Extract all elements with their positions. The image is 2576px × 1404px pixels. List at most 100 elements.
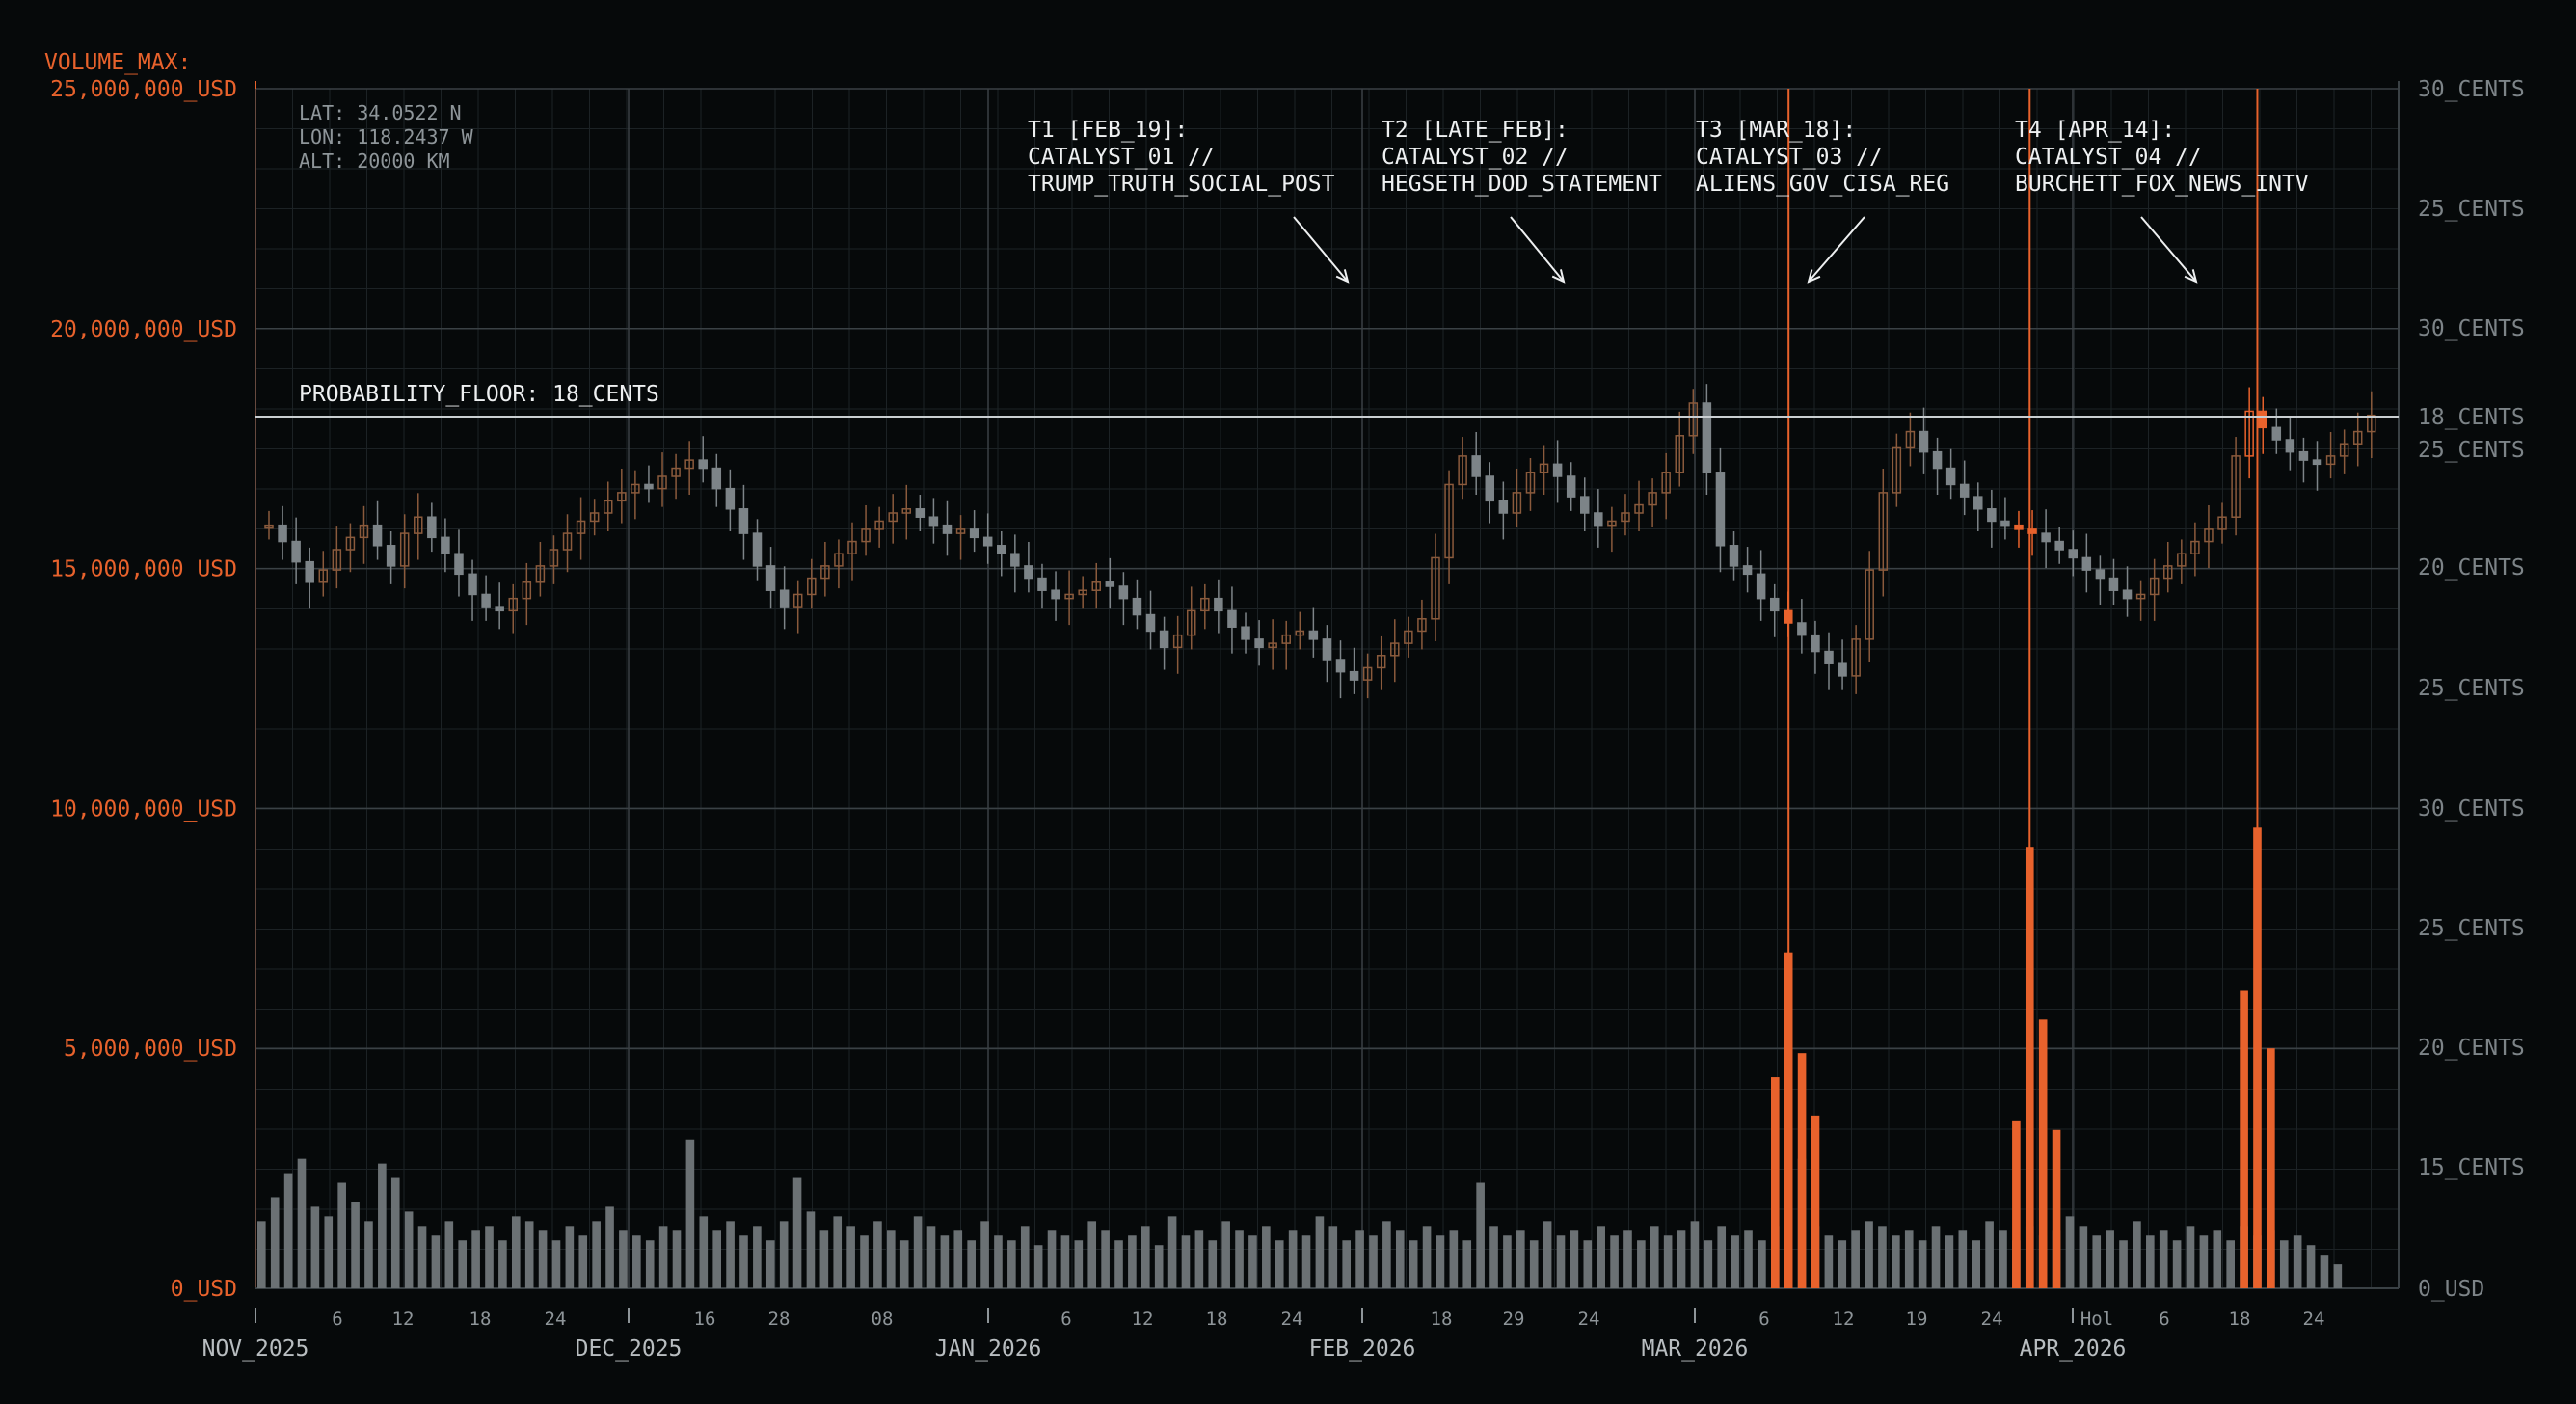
volume-bar bbox=[1958, 1230, 1968, 1288]
price-candle-body bbox=[603, 500, 613, 514]
price-candle-body bbox=[1621, 512, 1630, 523]
volume-bar bbox=[1918, 1240, 1927, 1288]
volume-bar bbox=[1167, 1216, 1177, 1288]
right-axis-tick-label: 20_CENTS bbox=[2418, 555, 2525, 580]
volume-bar bbox=[1489, 1226, 1498, 1288]
price-candle-body bbox=[468, 573, 477, 596]
price-candle-body bbox=[1241, 626, 1250, 640]
volume-bar bbox=[511, 1216, 521, 1288]
price-candle-body bbox=[2217, 516, 2227, 530]
price-candle-body bbox=[1539, 463, 1549, 473]
price-candle-body bbox=[2149, 577, 2160, 596]
price-candle-body bbox=[2054, 540, 2064, 551]
price-candle-body bbox=[1811, 634, 1820, 653]
volume-bar bbox=[792, 1177, 802, 1288]
price-candle-body bbox=[1485, 475, 1495, 502]
volume-bar bbox=[351, 1202, 360, 1288]
price-candle-body bbox=[2177, 553, 2187, 567]
volume-bar bbox=[980, 1221, 989, 1288]
volume-bar bbox=[1597, 1226, 1605, 1288]
price-candles bbox=[264, 384, 2376, 699]
volume-bar bbox=[1101, 1230, 1110, 1288]
price-candle-body bbox=[1525, 472, 1536, 494]
price-candle-body bbox=[1945, 467, 1956, 486]
day-tick-label: 18 bbox=[1431, 1309, 1453, 1330]
price-candle-body bbox=[1227, 609, 1237, 628]
price-candle-body bbox=[2325, 455, 2336, 466]
price-candle-body bbox=[1417, 618, 1427, 633]
price-candle-body bbox=[1064, 593, 1074, 600]
left-axis-tick-label: 25,000,000_USD bbox=[50, 77, 237, 102]
day-tick-label: 12 bbox=[1132, 1309, 1154, 1330]
price-candle-body bbox=[1675, 435, 1684, 473]
volume-bar bbox=[1824, 1235, 1834, 1288]
volume-bar bbox=[1087, 1221, 1097, 1288]
catalyst-volume-bar bbox=[2012, 1120, 2021, 1288]
price-candle-body bbox=[1838, 662, 1847, 677]
price-candle-body bbox=[671, 467, 681, 477]
price-candle-body bbox=[1715, 472, 1726, 547]
volume-bar bbox=[1194, 1230, 1204, 1288]
price-candle-body bbox=[1254, 638, 1264, 649]
price-candle-body bbox=[386, 545, 396, 567]
volume-bar bbox=[270, 1197, 280, 1288]
price-candle-body bbox=[1078, 589, 1087, 596]
day-tick-label: 6 bbox=[332, 1309, 342, 1330]
price-candle-body bbox=[1404, 630, 1413, 644]
coord-lon: LON: 118.2437 W bbox=[299, 125, 474, 148]
volume-bar bbox=[578, 1235, 588, 1288]
price-candle-body bbox=[725, 487, 736, 510]
volume-bar bbox=[913, 1216, 923, 1288]
volume-bar bbox=[1972, 1240, 1981, 1288]
price-candle-body bbox=[2000, 520, 2010, 526]
volume-bar bbox=[1529, 1240, 1539, 1288]
catalyst-4-event: BURCHETT_FOX_NEWS_INTV bbox=[2015, 172, 2309, 197]
catalyst-2-time: T2 [LATE_FEB]: bbox=[1382, 118, 1569, 143]
price-candle-body bbox=[399, 532, 410, 567]
price-candle-body bbox=[1105, 581, 1115, 587]
coord-lat: LAT: 34.0522 N bbox=[299, 101, 462, 124]
price-candle-body bbox=[1756, 573, 1766, 600]
right-axis-tick-label: 25_CENTS bbox=[2418, 916, 2525, 941]
volume-bar bbox=[1020, 1226, 1030, 1288]
price-candle-body bbox=[847, 540, 857, 554]
price-candle-body bbox=[1037, 577, 1047, 591]
volume-bar bbox=[2065, 1216, 2075, 1288]
price-candle-body bbox=[1729, 545, 1739, 567]
right-axis-tick-label: 15_CENTS bbox=[2418, 1155, 2525, 1180]
price-candle-body bbox=[332, 549, 342, 571]
price-candle-body bbox=[2244, 410, 2254, 457]
price-candle-body bbox=[1742, 565, 1753, 576]
price-candle-body bbox=[1987, 508, 1997, 523]
annotation-arrowhead bbox=[1807, 269, 1821, 284]
price-candle-body bbox=[969, 528, 979, 539]
volume-bar bbox=[1556, 1235, 1566, 1288]
price-candle-body bbox=[1159, 630, 1169, 649]
catalyst-volume-bar bbox=[2240, 990, 2248, 1288]
price-candle-body bbox=[1688, 402, 1699, 437]
volume-bar bbox=[645, 1240, 655, 1288]
volume-bar bbox=[337, 1182, 346, 1288]
catalyst-1-time: T1 [FEB_19]: bbox=[1028, 118, 1188, 143]
day-tick-label: 12 bbox=[1833, 1309, 1855, 1330]
volume-bar bbox=[685, 1139, 695, 1288]
price-candle-body bbox=[888, 512, 898, 523]
annotation-arrowhead bbox=[1335, 269, 1350, 284]
volume-bar bbox=[753, 1226, 762, 1288]
volume-bar bbox=[1731, 1235, 1739, 1288]
price-candle-body bbox=[1824, 650, 1834, 664]
volume-bar bbox=[404, 1211, 414, 1288]
price-candle-body bbox=[454, 553, 464, 576]
price-candle-body bbox=[1566, 475, 1576, 498]
volume-bar bbox=[1476, 1182, 1485, 1288]
volume-bar bbox=[1422, 1226, 1432, 1288]
volume-bar bbox=[953, 1230, 963, 1288]
volume-bar bbox=[1221, 1221, 1230, 1288]
price-candle-body bbox=[1797, 622, 1807, 636]
left-axis-tick-label: 10,000,000_USD bbox=[50, 796, 237, 822]
price-candle-body bbox=[345, 536, 356, 551]
price-candle-body bbox=[481, 593, 491, 608]
volume-bar bbox=[1235, 1230, 1244, 1288]
volume-bar bbox=[524, 1221, 534, 1288]
volume-bar bbox=[1436, 1235, 1445, 1288]
